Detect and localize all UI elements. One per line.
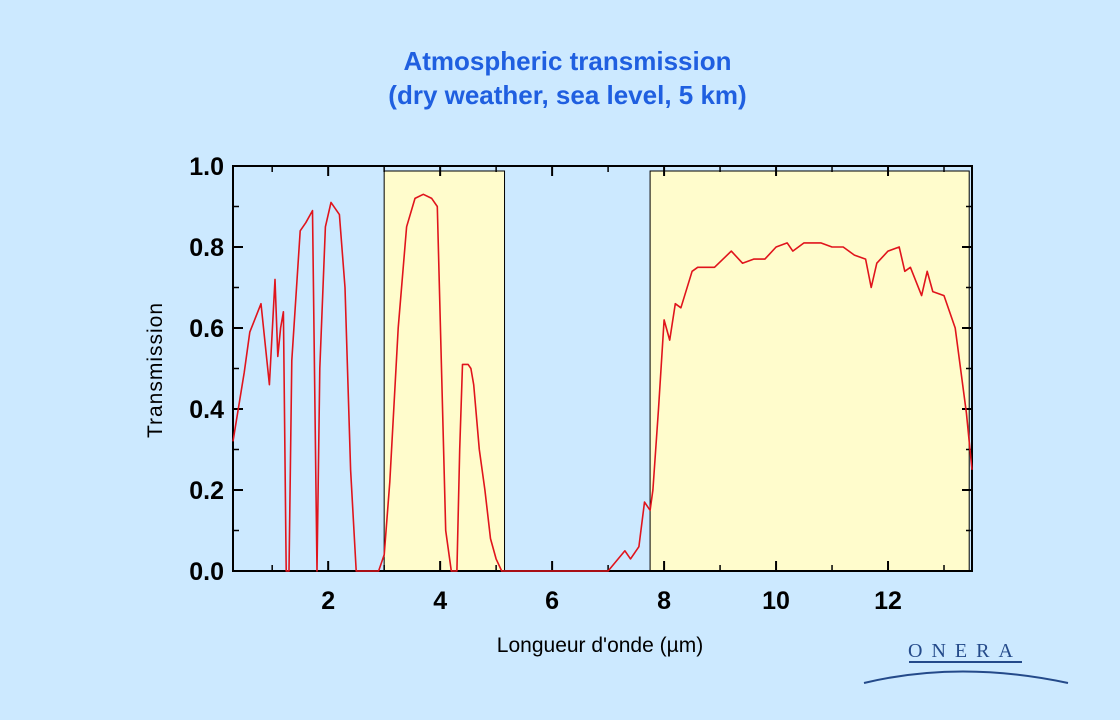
title-line-1: Atmospheric transmission	[403, 46, 732, 76]
y-tick-labels: 0.0 0.2 0.4 0.6 0.8 1.0	[189, 153, 224, 586]
x-tick-labels: 2 4 6 8 10 12	[321, 587, 902, 615]
x-tick-label: 2	[321, 587, 335, 615]
y-tick-label: 0.0	[189, 558, 224, 586]
title-line-2: (dry weather, sea level, 5 km)	[388, 80, 747, 110]
x-tick-label: 4	[433, 587, 447, 615]
axis-ticks	[233, 165, 972, 572]
x-tick-label: 12	[874, 587, 902, 615]
x-tick-label: 8	[657, 587, 671, 615]
y-tick-label: 0.8	[189, 234, 224, 262]
chart-title: Atmospheric transmission (dry weather, s…	[0, 44, 1120, 112]
highlight-band-2	[649, 170, 970, 572]
highlight-bands	[383, 170, 970, 572]
transmission-series-line	[232, 193, 973, 572]
x-tick-label: 6	[545, 587, 559, 615]
x-axis-label: Longueur d'onde (µm)	[497, 634, 703, 657]
y-tick-label: 0.6	[189, 315, 224, 343]
y-axis-label: Transmission	[144, 302, 167, 438]
y-tick-label: 1.0	[189, 153, 224, 181]
x-tick-label: 10	[762, 587, 790, 615]
y-tick-label: 0.2	[189, 477, 224, 505]
y-tick-label: 0.4	[189, 396, 224, 424]
onera-logo-text: ONERA	[908, 640, 1022, 662]
